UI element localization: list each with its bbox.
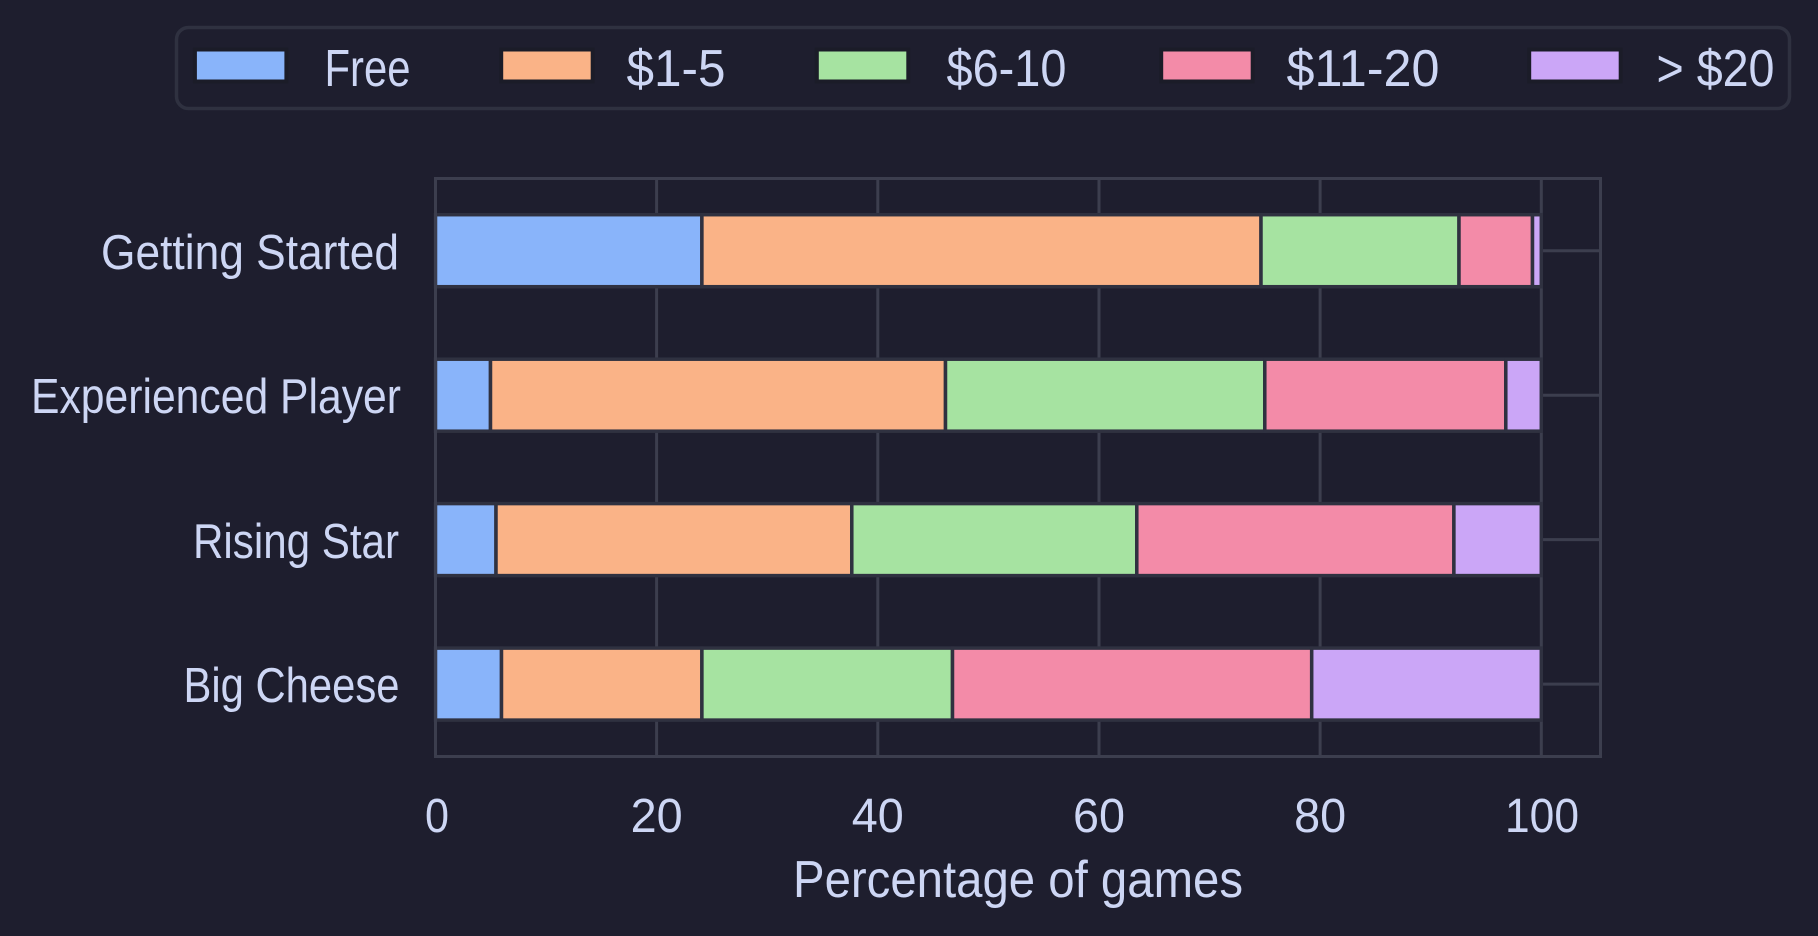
svg-text:100: 100 xyxy=(1505,790,1579,843)
svg-text:20: 20 xyxy=(631,790,683,843)
svg-text:$6-10: $6-10 xyxy=(947,40,1067,98)
svg-text:$11-20: $11-20 xyxy=(1287,40,1440,98)
svg-text:$1-5: $1-5 xyxy=(627,40,726,98)
svg-text:0: 0 xyxy=(425,790,449,843)
svg-text:Rising Star: Rising Star xyxy=(193,515,399,569)
svg-text:40: 40 xyxy=(852,790,904,843)
svg-text:Getting Started: Getting Started xyxy=(101,226,399,280)
svg-text:Big Cheese: Big Cheese xyxy=(184,659,400,713)
svg-text:80: 80 xyxy=(1294,790,1346,843)
svg-text:> $20: > $20 xyxy=(1657,40,1775,98)
svg-text:Percentage of games: Percentage of games xyxy=(793,851,1243,909)
svg-text:Free: Free xyxy=(325,40,411,98)
svg-text:60: 60 xyxy=(1073,790,1125,843)
svg-text:Experienced Player: Experienced Player xyxy=(31,370,401,424)
